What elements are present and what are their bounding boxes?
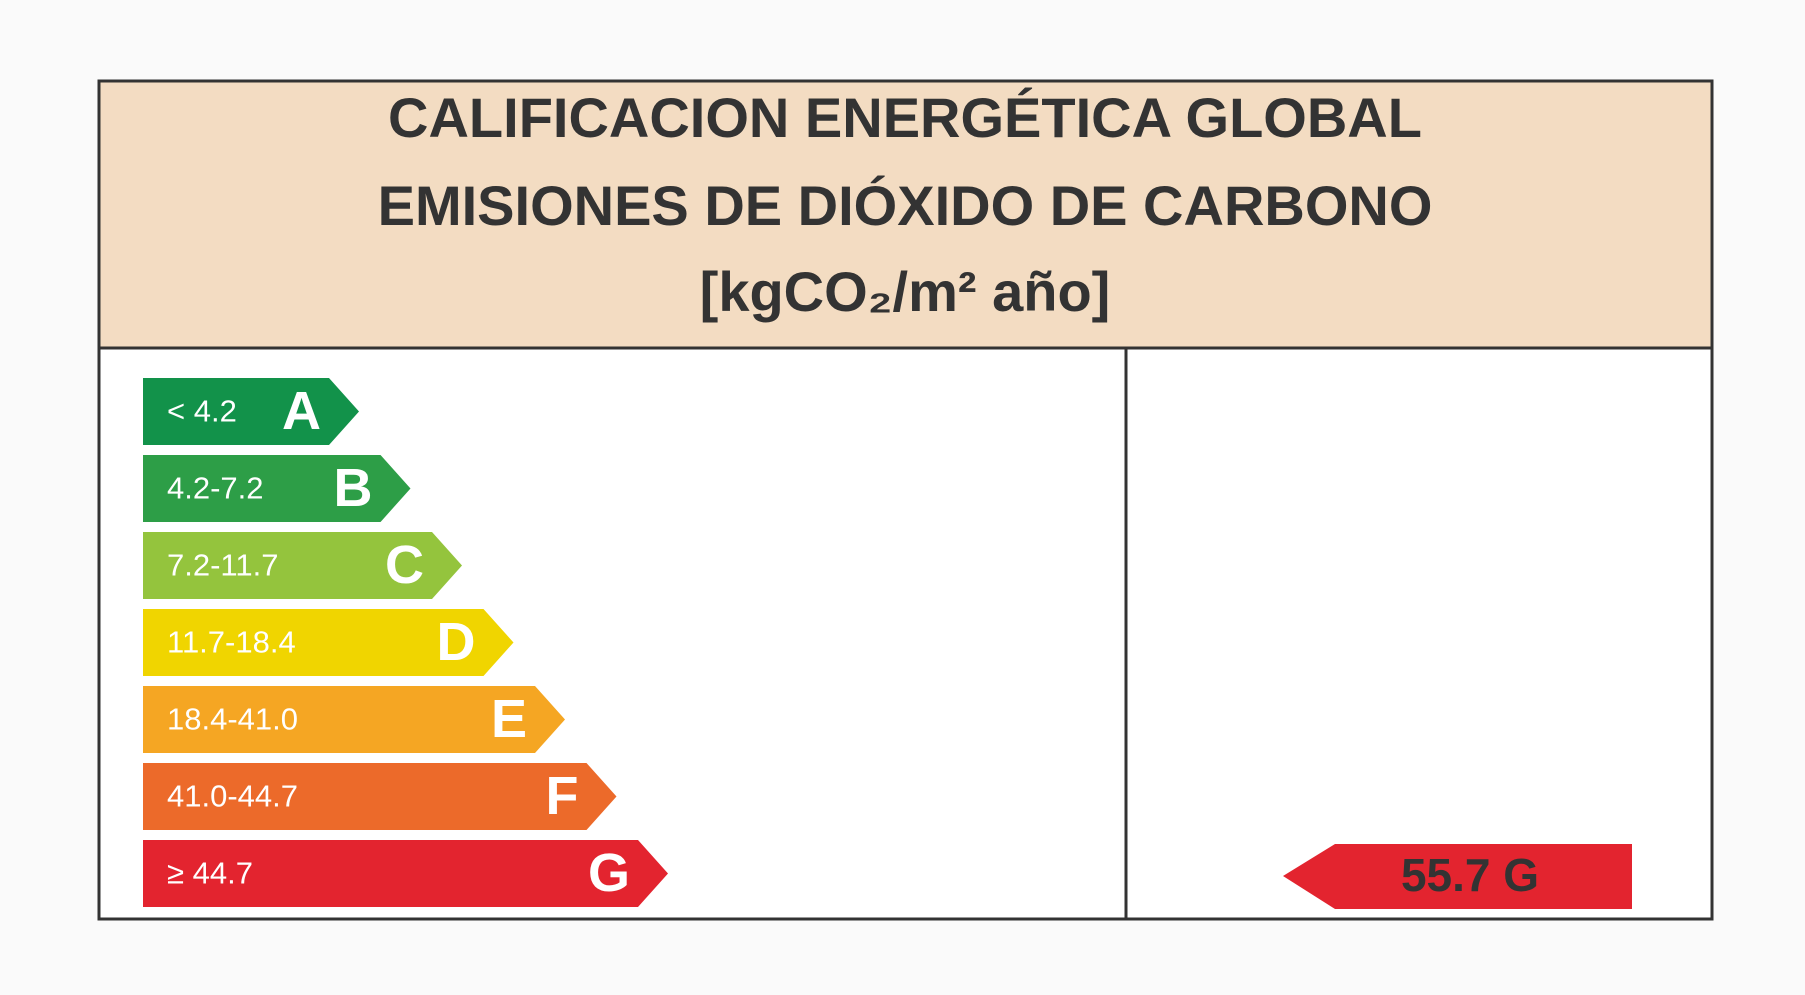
rating-letter: A [282, 381, 321, 441]
rating-letter: G [588, 843, 630, 903]
rating-letter: B [334, 458, 373, 518]
result-value: 55.7 [1401, 849, 1491, 901]
result-letter: G [1503, 849, 1539, 901]
rating-bar [143, 763, 617, 830]
rating-letter: D [437, 612, 476, 672]
rating-bar [143, 378, 359, 445]
title-line: EMISIONES DE DIÓXIDO DE CARBONO [378, 174, 1433, 237]
rating-range: 41.0-44.7 [167, 779, 298, 814]
rating-letter: C [385, 535, 424, 595]
rating-letter: F [546, 766, 579, 826]
rating-bar [143, 686, 565, 753]
title-line: CALIFICACION ENERGÉTICA GLOBAL [388, 86, 1422, 149]
rating-range: 18.4-41.0 [167, 702, 298, 737]
header-box [97, 79, 1714, 350]
rating-range: ≥ 44.7 [167, 856, 253, 891]
rating-range: 4.2-7.2 [167, 471, 264, 506]
rating-letter: E [491, 689, 527, 749]
rating-bar [143, 455, 411, 522]
rating-range: 7.2-11.7 [167, 548, 278, 583]
rating-range: < 4.2 [167, 394, 237, 429]
rating-bar [143, 609, 514, 676]
rating-bar [143, 840, 668, 907]
title-line: [kgCO₂/m² año] [700, 260, 1111, 323]
result-label: 55.7 G [1401, 849, 1539, 901]
result-arrow [1283, 844, 1632, 909]
rating-bar [143, 532, 462, 599]
rating-scale: < 4.2 A 4.2-7.2 B 7.2-11.7 C 11.7-18.4 D 18.4-41… [143, 378, 668, 907]
rating-range: 11.7-18.4 [167, 625, 296, 660]
